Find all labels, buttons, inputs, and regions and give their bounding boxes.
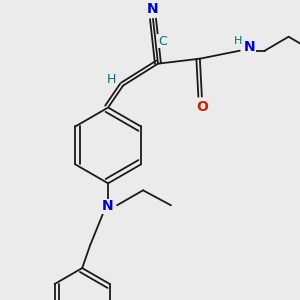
Text: N: N: [244, 40, 256, 54]
Text: N: N: [147, 2, 159, 16]
Text: O: O: [196, 100, 208, 113]
Text: H: H: [234, 36, 242, 46]
Text: H: H: [106, 73, 116, 86]
Text: N: N: [101, 199, 113, 213]
Text: C: C: [158, 35, 167, 48]
